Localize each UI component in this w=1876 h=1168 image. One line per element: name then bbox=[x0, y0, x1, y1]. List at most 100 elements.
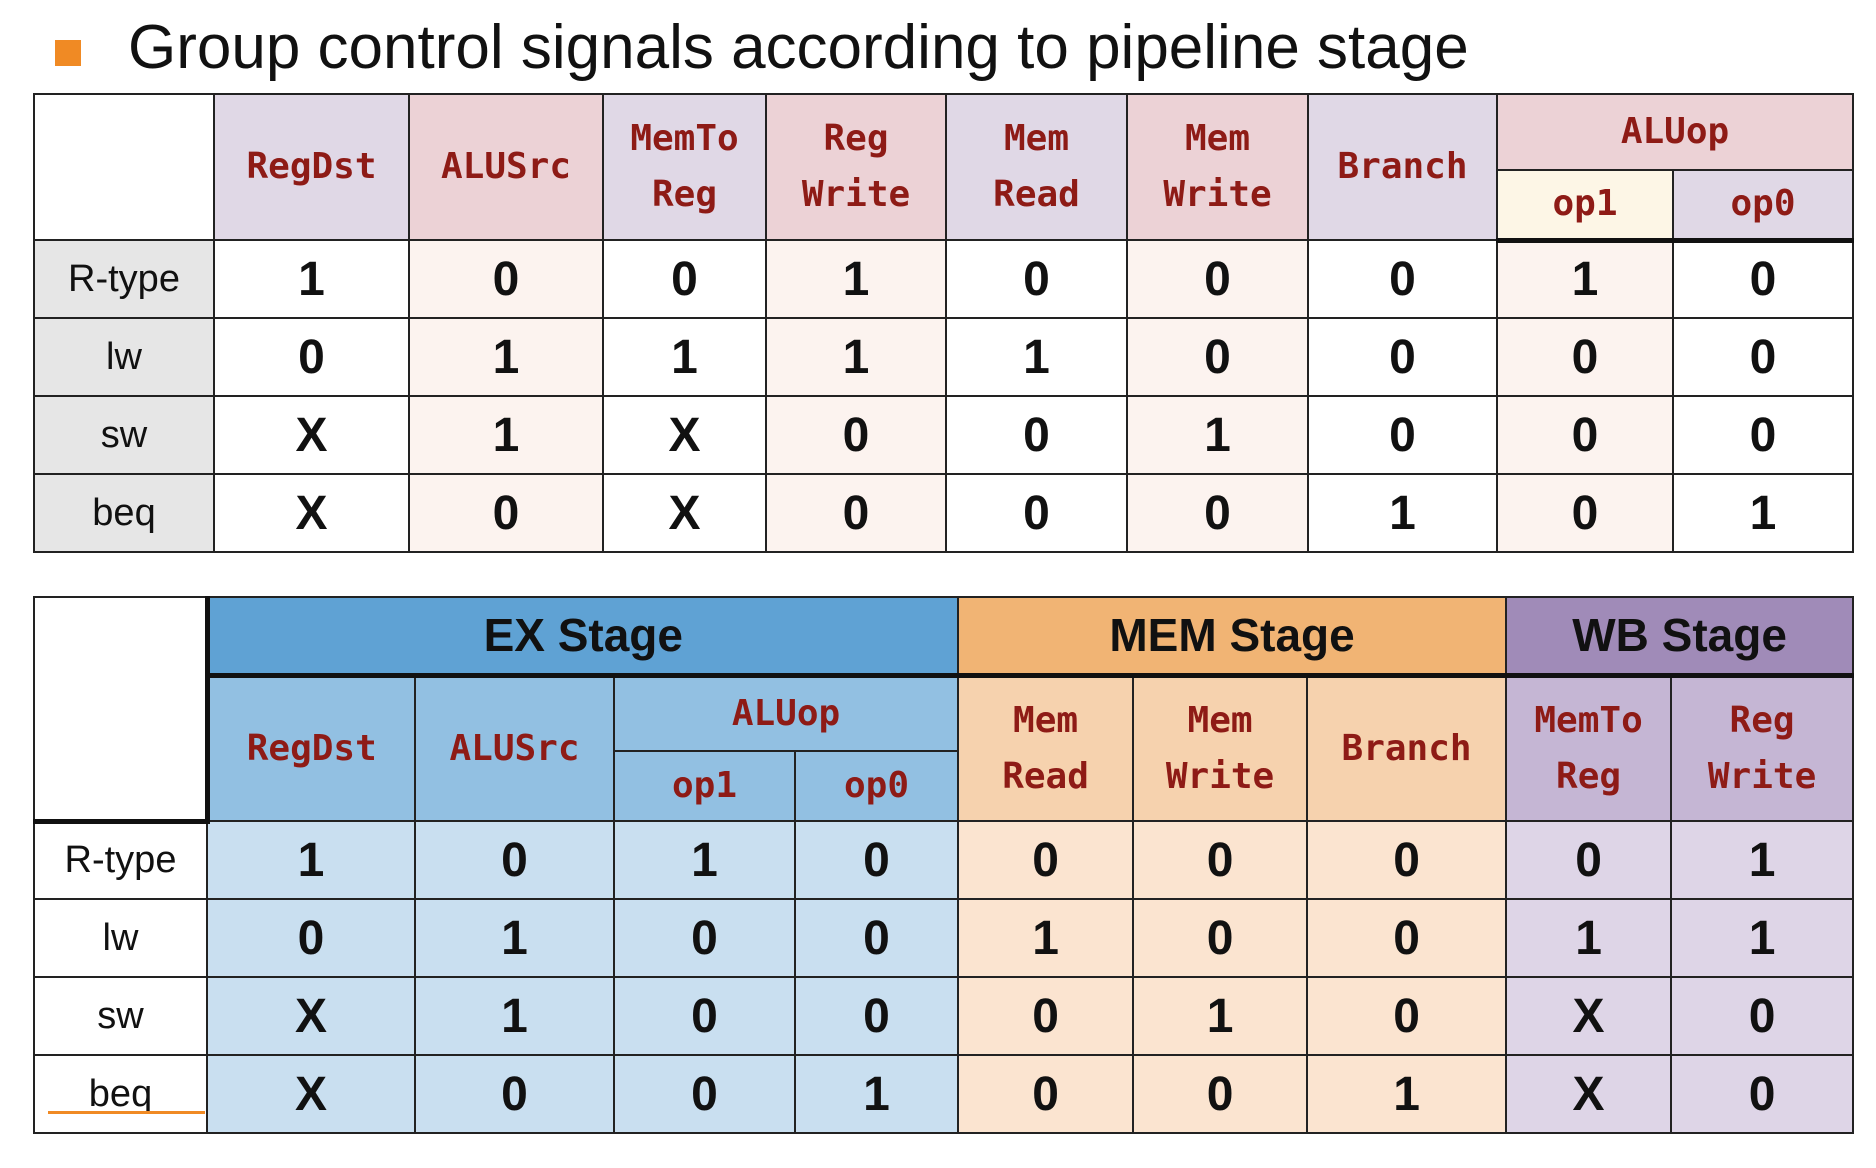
table-row: lw 0 1 0 0 1 0 0 1 1 bbox=[33, 898, 1855, 978]
header-op1: op1 bbox=[1496, 169, 1674, 243]
title-row: Group control signals according to pipel… bbox=[0, 0, 1876, 88]
header-regdst: RegDst bbox=[213, 93, 410, 241]
cell: 0 bbox=[1672, 317, 1854, 397]
cell: 1 bbox=[765, 317, 947, 397]
header-op1: op1 bbox=[613, 750, 796, 822]
cell: 0 bbox=[1307, 395, 1498, 475]
cell: 0 bbox=[1670, 1054, 1855, 1134]
cell: X bbox=[1505, 1054, 1673, 1134]
cell: 0 bbox=[613, 976, 796, 1056]
cell: 0 bbox=[945, 395, 1128, 475]
cell: 0 bbox=[793, 976, 960, 1056]
cell: 0 bbox=[1496, 317, 1674, 397]
cell: 1 bbox=[613, 820, 796, 900]
cell: 0 bbox=[957, 976, 1135, 1056]
beq-underline bbox=[48, 1111, 205, 1114]
cell: 0 bbox=[1670, 976, 1855, 1056]
cell: 0 bbox=[1132, 898, 1309, 978]
cell: 1 bbox=[1672, 473, 1854, 553]
cell: 0 bbox=[1126, 473, 1309, 553]
cell: 1 bbox=[602, 317, 767, 397]
header-regdst: RegDst bbox=[206, 674, 416, 822]
cell: X bbox=[213, 395, 410, 475]
cell: 1 bbox=[213, 239, 410, 319]
cell: 0 bbox=[945, 473, 1128, 553]
header-alusrc: ALUSrc bbox=[408, 93, 604, 241]
row-label-rtype: R-type bbox=[33, 820, 208, 900]
cell: 0 bbox=[206, 898, 416, 978]
cell: 1 bbox=[1306, 1054, 1508, 1134]
cell: 0 bbox=[1496, 395, 1674, 475]
cell: X bbox=[602, 395, 767, 475]
cell: 0 bbox=[957, 1054, 1135, 1134]
cell: 0 bbox=[414, 1054, 615, 1134]
row-label-rtype: R-type bbox=[33, 239, 215, 319]
cell: 0 bbox=[1505, 820, 1673, 900]
header-regwrite: Reg Write bbox=[765, 93, 947, 241]
cell: 0 bbox=[1126, 317, 1309, 397]
cell: 1 bbox=[1132, 976, 1309, 1056]
cell: X bbox=[602, 473, 767, 553]
cell: 0 bbox=[793, 898, 960, 978]
cell: 0 bbox=[793, 820, 960, 900]
cell: 1 bbox=[945, 317, 1128, 397]
cell: 1 bbox=[1126, 395, 1309, 475]
header-alusrc: ALUSrc bbox=[414, 674, 615, 822]
cell: 0 bbox=[765, 473, 947, 553]
cell: 0 bbox=[602, 239, 767, 319]
pipeline-stage-table: EX Stage MEM Stage WB Stage RegDst ALUSr… bbox=[33, 596, 1855, 1134]
cell: X bbox=[213, 473, 410, 553]
cell: 1 bbox=[206, 820, 416, 900]
cell: 0 bbox=[1126, 239, 1309, 319]
mem-stage-header: MEM Stage bbox=[957, 596, 1508, 678]
table-row: beq X 0 X 0 0 0 1 0 1 bbox=[33, 473, 1854, 553]
control-signals-table: RegDst ALUSrc MemTo Reg Reg Write Mem Read … bbox=[33, 93, 1854, 553]
header-memread: Mem Read bbox=[957, 674, 1135, 822]
cell: 1 bbox=[1670, 820, 1855, 900]
cell: 1 bbox=[1505, 898, 1673, 978]
header-op0: op0 bbox=[1672, 169, 1854, 243]
row-label-lw: lw bbox=[33, 317, 215, 397]
table-row: sw X 1 0 0 0 1 0 X 0 bbox=[33, 976, 1855, 1056]
row-label-sw: sw bbox=[33, 395, 215, 475]
cell: 1 bbox=[765, 239, 947, 319]
header-regwrite: Reg Write bbox=[1670, 674, 1855, 822]
cell: 0 bbox=[408, 239, 604, 319]
cell: 0 bbox=[414, 820, 615, 900]
row-label-lw: lw bbox=[33, 898, 208, 978]
header-op0: op0 bbox=[793, 750, 960, 822]
table-row: beq X 0 0 1 0 0 1 X 0 bbox=[33, 1054, 1855, 1134]
cell: 1 bbox=[408, 317, 604, 397]
cell: 0 bbox=[1306, 820, 1508, 900]
cell: 0 bbox=[1132, 1054, 1309, 1134]
header-aluop: ALUop bbox=[1496, 93, 1854, 171]
cell: 0 bbox=[408, 473, 604, 553]
header-branch: Branch bbox=[1307, 93, 1498, 241]
cell: 0 bbox=[957, 820, 1135, 900]
table-row: sw X 1 X 0 0 1 0 0 0 bbox=[33, 395, 1854, 475]
header-memwrite: Mem Write bbox=[1132, 674, 1309, 822]
cell: 1 bbox=[1307, 473, 1498, 553]
row-label-sw: sw bbox=[33, 976, 208, 1056]
cell: 0 bbox=[1672, 239, 1854, 319]
cell: 0 bbox=[1306, 898, 1508, 978]
cell: 0 bbox=[1132, 820, 1309, 900]
cell: X bbox=[206, 976, 416, 1056]
cell: 0 bbox=[1307, 239, 1498, 319]
ex-stage-header: EX Stage bbox=[205, 596, 960, 678]
corner-cell bbox=[33, 596, 210, 824]
cell: 0 bbox=[1307, 317, 1498, 397]
cell: X bbox=[206, 1054, 416, 1134]
cell: 1 bbox=[414, 898, 615, 978]
cell: 1 bbox=[414, 976, 615, 1056]
row-label-beq: beq bbox=[33, 1054, 208, 1134]
table-row: R-type 1 0 0 1 0 0 0 1 0 bbox=[33, 239, 1854, 319]
corner-cell bbox=[33, 93, 215, 241]
table-row: lw 0 1 1 1 1 0 0 0 0 bbox=[33, 317, 1854, 397]
cell: 0 bbox=[945, 239, 1128, 319]
header-memread: Mem Read bbox=[945, 93, 1128, 241]
cell: 0 bbox=[1672, 395, 1854, 475]
cell: 0 bbox=[1496, 473, 1674, 553]
cell: 0 bbox=[613, 898, 796, 978]
cell: X bbox=[1505, 976, 1673, 1056]
